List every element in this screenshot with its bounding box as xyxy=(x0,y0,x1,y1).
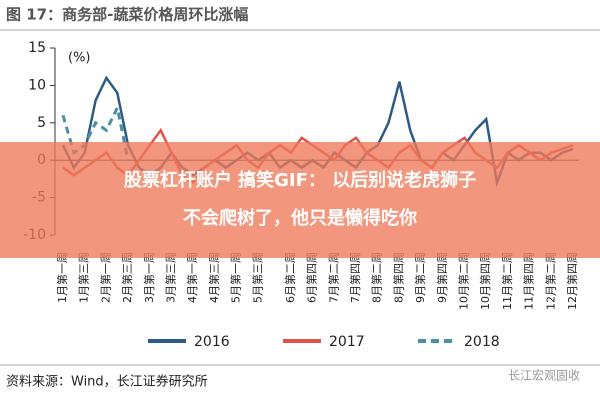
x-tick-label: 9月第四周 xyxy=(435,252,449,303)
x-tick-label: 3月第三周 xyxy=(164,252,178,303)
x-tick-label: 3月第一周 xyxy=(142,252,156,303)
x-tick-label: 2月第三周 xyxy=(120,252,134,303)
x-tick-label: 4月第三周 xyxy=(207,252,221,303)
legend-label: 2018 xyxy=(464,334,500,350)
x-tick-label: 8月第四周 xyxy=(391,252,405,303)
x-tick-label: 7月第二周 xyxy=(326,252,340,303)
x-tick-label: 11月第四周 xyxy=(522,252,536,310)
x-tick-label: 5月第三周 xyxy=(250,252,264,303)
x-tick-label: 1月第一周 xyxy=(55,252,69,303)
x-tick-label: 5月第一周 xyxy=(229,252,243,303)
chart-title: 图 17：商务部-蔬菜价格周环比涨幅 xyxy=(6,6,248,24)
x-tick-label: 4月第一周 xyxy=(185,252,199,303)
x-tick-label: 1月第三周 xyxy=(77,252,91,303)
x-tick-label: 10月第四周 xyxy=(478,252,492,310)
x-tick-label: 12月第二周 xyxy=(543,252,557,310)
x-tick-label: 8月第二周 xyxy=(370,252,384,303)
watermark: 长江宏观固收 xyxy=(508,368,580,383)
source: 资料来源：Wind，长江证券研究所 xyxy=(6,374,208,390)
y-tick-label: 5 xyxy=(37,115,46,131)
y-tick-label: 10 xyxy=(28,77,46,93)
x-tick-label: 6月第四周 xyxy=(305,252,319,303)
x-tick-label: 2月第一周 xyxy=(98,252,112,303)
overlay-banner xyxy=(0,142,600,258)
legend-label: 2016 xyxy=(194,334,230,350)
x-tick-label: 10月第二周 xyxy=(456,252,470,310)
y-tick-label: 15 xyxy=(28,40,46,56)
overlay-text: 不会爬树了，他只是懒得吃你 xyxy=(183,207,417,229)
x-tick-label: 11月第二周 xyxy=(500,252,514,310)
x-tick-label: 6月第二周 xyxy=(283,252,297,303)
x-tick-label: 12月第四周 xyxy=(565,252,579,310)
y-unit: (%) xyxy=(68,51,91,66)
x-tick-label: 9月第二周 xyxy=(413,252,427,303)
legend-label: 2017 xyxy=(329,334,365,350)
overlay-text: 股票杠杆账户 搞笑GIF： 以后别说老虎狮子 xyxy=(123,169,476,191)
plot-area: 151050-5-101月第一周1月第三周2月第一周2月第三周3月第一周3月第三… xyxy=(23,40,579,310)
x-tick-label: 7月第四周 xyxy=(348,252,362,303)
